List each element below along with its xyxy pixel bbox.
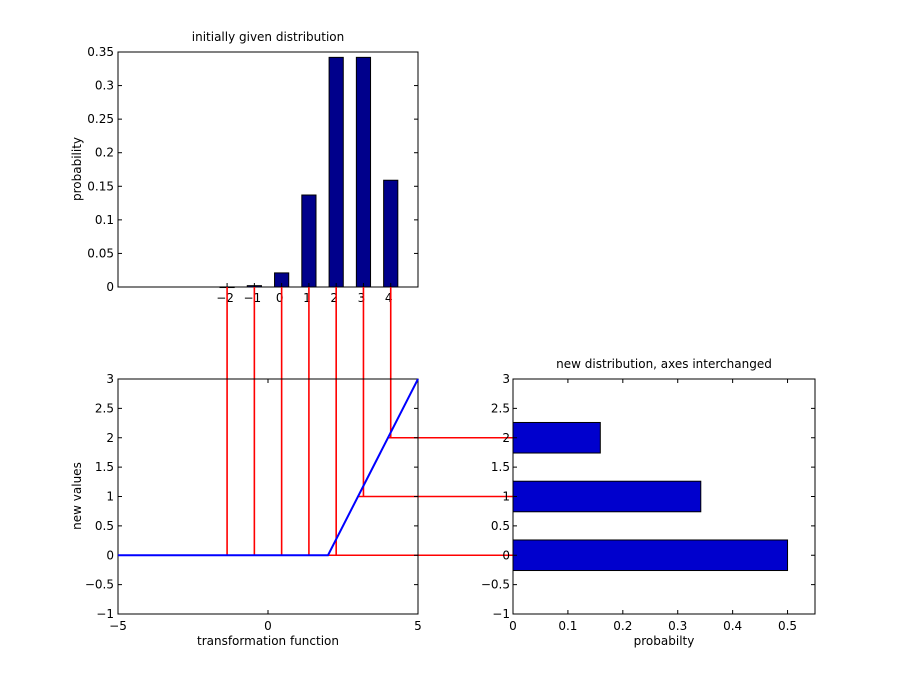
y-tick-label: 0 [502,548,510,562]
x-tick-label: 0.5 [778,619,797,633]
y-tick-label: 2.5 [95,401,114,415]
x-tick-label: 1 [303,291,311,305]
x-tick-label: 0.4 [723,619,742,633]
initial-distribution-bar [383,179,399,288]
y-tick-label: −1 [492,607,510,621]
y-tick-label: 0.35 [87,45,114,59]
connector-line [298,287,513,557]
y-tick-label: 3 [106,372,114,386]
y-tick-label: 0 [106,280,114,294]
y-tick-label: 1 [502,490,510,504]
x-tick-label: 3 [358,291,366,305]
connector-line [328,287,513,557]
y-tick-label: −0.5 [85,578,114,592]
x-tick-label: 0 [264,619,272,633]
y-tick-label: 2 [502,431,510,445]
x-tick-label: 4 [385,291,393,305]
initial-distribution-axes [117,51,419,288]
x-tick-label: 0.2 [613,619,632,633]
y-tick-label: 0.5 [95,519,114,533]
x-tick-label: 5 [414,619,422,633]
y-tick-label: 2 [106,431,114,445]
transformation-ylabel: new values [70,462,84,530]
x-tick-label: 0.1 [558,619,577,633]
new-distribution-title: new distribution, axes interchanged [556,357,772,371]
new-distribution-xlabel: probabilty [634,634,695,648]
x-tick-label: 2 [330,291,338,305]
connector-line [238,287,513,557]
y-tick-label: 0.5 [491,519,510,533]
y-tick-label: 0.05 [87,246,114,260]
x-tick-label: 0.3 [668,619,687,633]
transformation-series-line [118,378,419,557]
x-tick-label: −1 [244,291,262,305]
new-distribution-bar [512,480,702,513]
y-tick-label: 0.25 [87,112,114,126]
y-tick-label: −0.5 [481,578,510,592]
y-tick-label: 3 [502,372,510,386]
connector-line [358,287,513,498]
x-tick-label: 0 [276,291,284,305]
mapping-connectors [208,287,513,557]
initial-distribution-ylabel: probability [70,137,84,201]
y-tick-label: 1.5 [491,460,510,474]
initial-distribution-plot: initially given distribution probability… [70,30,419,305]
x-tick-label: −5 [109,619,127,633]
y-tick-label: 2.5 [491,401,510,415]
y-tick-label: 0.2 [95,146,114,160]
initial-distribution-title: initially given distribution [192,30,345,44]
initial-distribution-bar [355,56,372,288]
initial-distribution-bar [328,56,344,288]
transformation-xlabel: transformation function [197,634,339,648]
y-tick-label: 0.1 [95,213,114,227]
y-tick-label: 0.3 [95,79,114,93]
connector-line [388,287,513,439]
y-tick-label: −1 [96,607,114,621]
new-distribution-bar [512,421,601,454]
y-tick-label: 0.15 [87,179,114,193]
new-distribution-plot: new distribution, axes interchanged −1 −0… [481,357,816,648]
x-tick-label: 0 [509,619,517,633]
x-tick-label: −2 [216,291,234,305]
y-tick-label: 1 [106,490,114,504]
y-tick-label: 1.5 [95,460,114,474]
transformation-function-plot: −1 −0.5 0 0.5 1 1.5 2 2.5 3 −5 0 5 transformation … [70,372,422,648]
new-distribution-bar [512,539,789,572]
y-tick-label: 0 [106,548,114,562]
initial-distribution-bar [301,194,317,288]
